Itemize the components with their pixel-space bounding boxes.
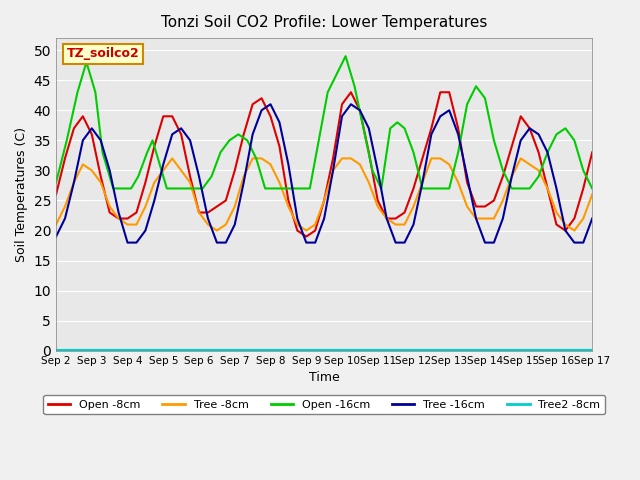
Title: Tonzi Soil CO2 Profile: Lower Temperatures: Tonzi Soil CO2 Profile: Lower Temperatur…	[161, 15, 487, 30]
Legend: Open -8cm, Tree -8cm, Open -16cm, Tree -16cm, Tree2 -8cm: Open -8cm, Tree -8cm, Open -16cm, Tree -…	[44, 395, 605, 414]
Text: TZ_soilco2: TZ_soilco2	[67, 48, 140, 60]
X-axis label: Time: Time	[308, 371, 339, 384]
Y-axis label: Soil Temperatures (C): Soil Temperatures (C)	[15, 127, 28, 262]
